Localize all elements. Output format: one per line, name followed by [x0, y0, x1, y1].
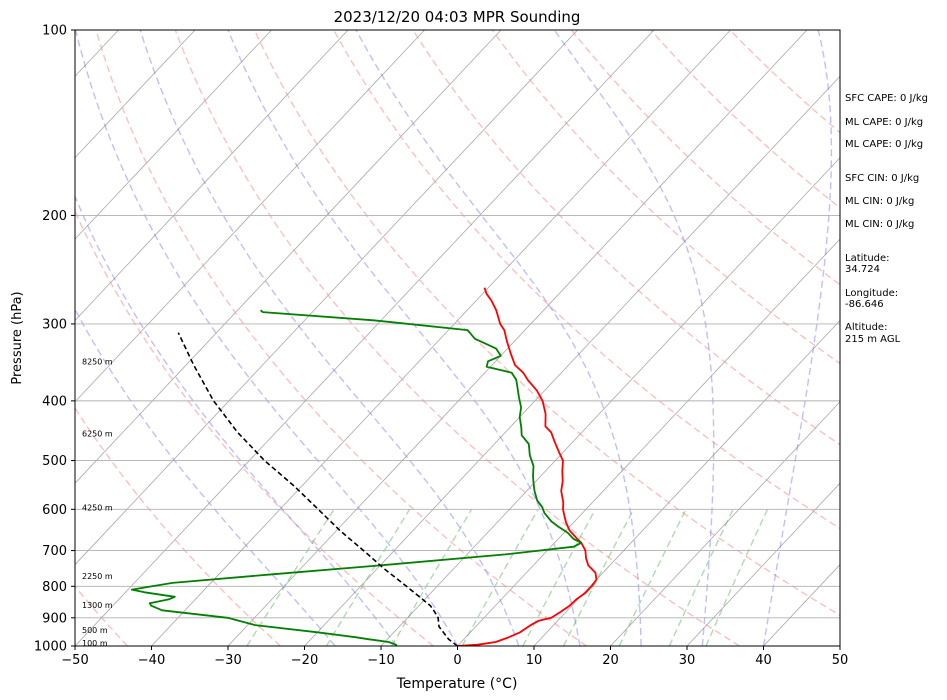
mixing-ratio-line	[618, 508, 687, 646]
ml-cape-text: ML CAPE: 0 J/kg	[845, 117, 924, 128]
height-label: 2250 m	[82, 572, 113, 581]
x-tick-label: −20	[291, 653, 318, 668]
mixing-ratio-line	[391, 508, 473, 646]
y-tick-label: 500	[42, 454, 67, 469]
dry-adiabat-line	[174, 30, 740, 646]
height-label: 6250 m	[82, 430, 113, 439]
isotherm-line	[380, 157, 840, 646]
isotherm-line	[75, 30, 349, 322]
plot-frame	[74, 29, 841, 647]
pressure-gridlines	[75, 29, 840, 647]
x-tick-label: 20	[602, 653, 619, 668]
x-tick-label: 40	[755, 653, 772, 668]
x-tick-label: 0	[453, 653, 461, 668]
x-axis-ticks: −50 −40 −30 −20 −10 0 10 20 30 40 50	[61, 646, 848, 668]
isotherm-line	[533, 319, 840, 646]
isotherm-line	[686, 482, 840, 646]
moist-adiabat-line	[762, 30, 833, 646]
x-tick-label: 10	[526, 653, 543, 668]
moist-adiabat-line	[75, 307, 336, 646]
height-label: 500 m	[82, 626, 108, 635]
temperature-line	[457, 287, 598, 646]
x-tick-label: −10	[367, 653, 394, 668]
mixing-ratio-line	[705, 509, 769, 646]
dry-adiabat-line	[412, 30, 840, 446]
height-labels: 100 m 500 m 1300 m 2250 m 4250 m 6250 m 8250 m	[82, 357, 113, 647]
moist-adiabat-line	[355, 30, 642, 646]
y-tick-label: 1000	[34, 640, 67, 655]
y-tick-label: 200	[42, 209, 67, 224]
y-tick-label: 900	[42, 611, 67, 626]
x-tick-label: 30	[679, 653, 696, 668]
y-axis-ticks: 1000 900 800 700 600 500 400 300 200 100	[34, 24, 75, 655]
x-tick-label: −40	[138, 653, 165, 668]
y-tick-label: 400	[42, 394, 67, 409]
altitude-value: 215 m AGL	[845, 334, 901, 345]
height-label: 100 m	[82, 639, 108, 648]
latitude-value: 34.724	[845, 264, 880, 275]
dry-adiabat-line	[75, 406, 281, 646]
altitude-label: Altitude:	[845, 322, 888, 333]
ml-cin-text-2: ML CIN: 0 J/kg	[845, 219, 915, 230]
x-tick-label: −50	[61, 653, 88, 668]
dry-adiabat-line	[650, 30, 840, 209]
y-tick-label: 600	[42, 503, 67, 518]
chart-title: 2023/12/20 04:03 MPR Sounding	[334, 8, 581, 26]
height-label: 4250 m	[82, 504, 113, 513]
isotherm-line	[75, 30, 502, 484]
x-tick-label: 50	[832, 653, 849, 668]
y-tick-label: 300	[42, 317, 67, 332]
isotherm-line	[75, 30, 196, 159]
dewpoint-line	[130, 309, 583, 646]
height-label: 8250 m	[82, 357, 113, 366]
height-label: 1300 m	[82, 601, 113, 610]
moist-adiabat-line	[75, 30, 459, 646]
x-tick-label: −30	[214, 653, 241, 668]
y-axis-label: Pressure (hPa)	[10, 291, 25, 384]
dry-adiabat-line	[491, 30, 840, 365]
dry-adiabat-line	[95, 30, 587, 646]
isotherm-line	[151, 30, 731, 646]
isotherm-line	[610, 401, 840, 646]
isotherm-line	[457, 238, 840, 646]
longitude-label: Longitude:	[845, 288, 899, 299]
profile-series	[130, 287, 598, 646]
y-tick-label: 700	[42, 544, 67, 559]
moist-adiabat-line	[553, 30, 715, 646]
isotherm-line	[75, 30, 425, 403]
longitude-value: -86.646	[845, 299, 884, 310]
mixing-ratio-line	[522, 508, 596, 646]
ml-cin-text: ML CIN: 0 J/kg	[845, 196, 915, 207]
isotherm-line	[304, 75, 840, 646]
isotherm-line	[75, 30, 272, 240]
y-tick-label: 800	[42, 580, 67, 595]
parcel-line	[177, 332, 458, 646]
x-axis-label: Temperature (°C)	[396, 676, 518, 692]
dry-adiabat-line	[570, 30, 840, 286]
isotherm-line	[227, 30, 808, 646]
moist-adiabat-line	[227, 30, 581, 646]
latitude-label: Latitude:	[845, 253, 890, 264]
ml-cape-text-2: ML CAPE: 0 J/kg	[845, 139, 924, 150]
mixing-ratio-line	[461, 508, 539, 646]
isotherm-line	[75, 30, 578, 566]
dry-adiabat-line	[333, 30, 840, 530]
moist-adiabat-line	[139, 30, 520, 646]
mixing-ratio-line	[668, 508, 734, 646]
y-tick-label: 100	[42, 24, 67, 39]
moist-adiabat-line	[75, 194, 397, 646]
sfc-cape-text: SFC CAPE: 0 J/kg	[845, 93, 928, 104]
dry-adiabat-line	[75, 209, 434, 646]
sfc-cin-text: SFC CIN: 0 J/kg	[845, 173, 920, 184]
